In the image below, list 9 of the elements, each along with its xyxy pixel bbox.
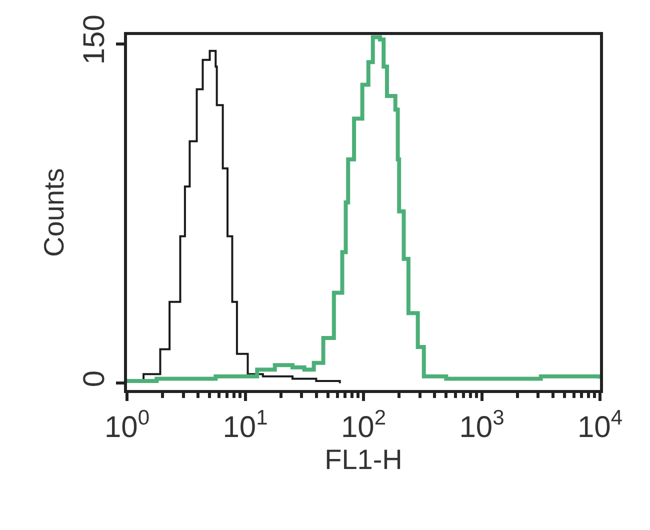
x-tick-label: 10$^{3}$ <box>459 406 504 444</box>
y-tick-label: 0 <box>78 370 111 388</box>
x-tick-label: 10$^{1}$ <box>222 406 268 444</box>
y-tick-label: 150 <box>78 14 111 65</box>
y-axis-title: Counts <box>38 168 70 257</box>
x-tick-label: 10$^{0}$ <box>104 406 150 444</box>
x-tick-label: 10$^{4}$ <box>577 406 623 444</box>
x-axis-title: FL1-H <box>324 444 402 475</box>
x-tick-label: 10$^{2}$ <box>340 406 386 444</box>
